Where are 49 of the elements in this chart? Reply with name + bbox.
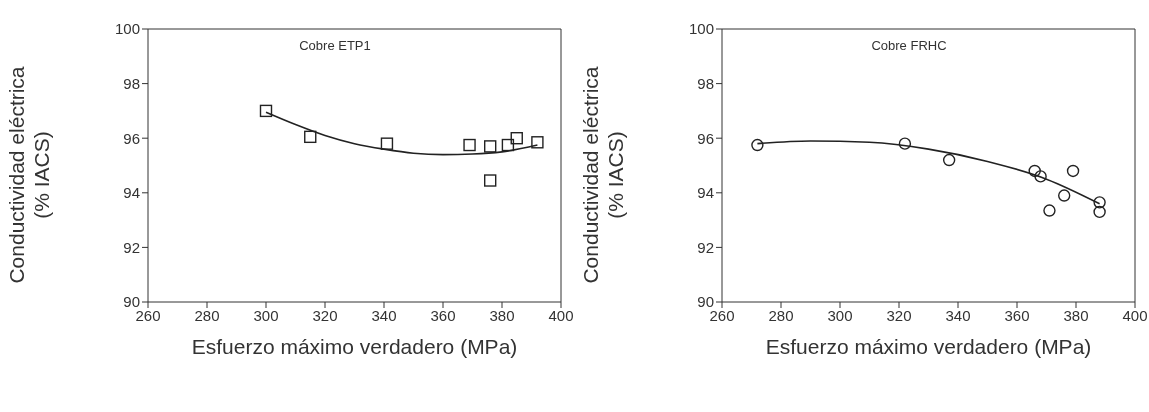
- point: [1066, 164, 1080, 178]
- x-tick-label: 300: [253, 306, 279, 324]
- x-tick-label: 400: [548, 306, 574, 324]
- y-tick-label: 96: [697, 129, 714, 147]
- point: [1058, 189, 1071, 202]
- point: [898, 137, 912, 150]
- y-axis-title: Conductividad eléctrica (% IACS): [5, 66, 53, 284]
- y-tick-label: 98: [697, 74, 714, 92]
- x-tick-label: 340: [945, 306, 971, 324]
- y-tick-label: 98: [123, 74, 140, 92]
- x-tick-label: 280: [768, 306, 794, 324]
- x-tick-label: 380: [489, 306, 515, 324]
- x-tick-label: 380: [1063, 306, 1089, 324]
- x-axis-title: Esfuerzo máximo verdadero (MPa): [191, 335, 518, 358]
- x-tick-label: 400: [1122, 306, 1148, 324]
- point: [501, 138, 515, 152]
- y-tick-label: 100: [114, 20, 140, 38]
- x-tick-label: 320: [886, 306, 912, 324]
- x-axis-title: Esfuerzo máximo verdadero (MPa): [765, 335, 1092, 358]
- x-tick-label: 300: [827, 306, 853, 324]
- point: [484, 174, 497, 187]
- y-tick-label: 94: [123, 184, 140, 202]
- x-tick-label: 320: [312, 306, 338, 324]
- x-tick-label: 340: [371, 306, 397, 324]
- x-tick-label: 360: [1004, 306, 1030, 324]
- point: [1093, 205, 1106, 219]
- point: [463, 138, 476, 152]
- y-tick-label: 92: [697, 238, 714, 256]
- y-tick-label: 94: [697, 184, 714, 202]
- y-tick-label: 92: [123, 238, 140, 256]
- annotation: Cobre ETP1: [299, 38, 371, 53]
- y-axis-title: Conductividad eléctrica (% IACS): [579, 66, 627, 284]
- x-tick-label: 360: [430, 306, 456, 324]
- point: [942, 153, 956, 167]
- point: [1093, 196, 1106, 209]
- point: [531, 136, 544, 149]
- point: [380, 137, 394, 150]
- y-tick-label: 96: [123, 129, 140, 147]
- point: [751, 138, 764, 152]
- point: [484, 140, 497, 153]
- y-tick-label: 100: [688, 20, 714, 38]
- point: [304, 130, 317, 144]
- point: [1043, 204, 1056, 217]
- point: [510, 132, 523, 145]
- x-tick-label: 280: [194, 306, 220, 324]
- annotation: Cobre FRHC: [871, 38, 947, 53]
- point: [259, 104, 273, 118]
- point: [1028, 164, 1041, 178]
- point: [1034, 170, 1047, 183]
